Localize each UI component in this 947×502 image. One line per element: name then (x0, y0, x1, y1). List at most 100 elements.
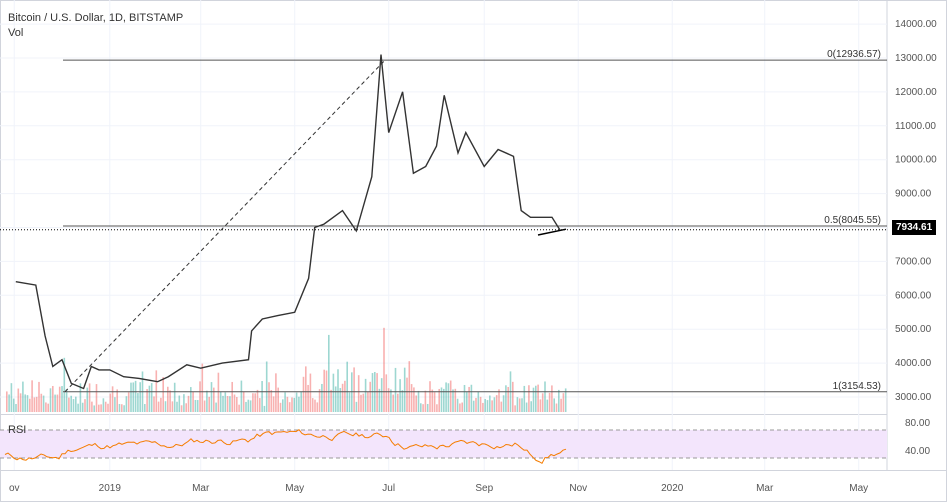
volume-bar (403, 367, 406, 412)
x-tick-label: 2019 (99, 483, 122, 494)
volume-bar (121, 404, 123, 412)
volume-bar (91, 401, 93, 412)
volume-bar (353, 367, 355, 412)
x-tick-label: May (285, 483, 304, 494)
volume-bar (118, 403, 121, 412)
volume-bar (150, 383, 153, 412)
volume-bar (176, 401, 178, 412)
volume-bar (475, 397, 477, 412)
volume-bar (33, 397, 36, 412)
volume-bar (546, 399, 549, 412)
volume-bar (376, 373, 378, 412)
volume-bar (123, 405, 125, 412)
support-trend-line (537, 228, 567, 236)
rsi-line (4, 429, 567, 464)
volume-bar (355, 401, 358, 412)
volume-bar (130, 382, 132, 412)
volume-bar (399, 379, 401, 412)
volume-bar (183, 394, 185, 412)
volume-bar (240, 380, 243, 412)
volume-bar (328, 334, 330, 412)
volume-bar (288, 402, 291, 412)
volume-bar (364, 378, 367, 412)
volume-bar (93, 405, 95, 412)
volume-bar (242, 391, 245, 412)
volume-bar (54, 394, 56, 412)
volume-bar (173, 382, 176, 412)
x-tick-label: Mar (756, 483, 774, 494)
volume-bar (148, 385, 151, 412)
volume-bar (245, 401, 247, 412)
x-tick-label: Jul (382, 483, 395, 494)
volume-bar (45, 402, 47, 412)
volume-bar (341, 383, 344, 412)
volume-bar (562, 393, 565, 412)
volume-bar (431, 389, 434, 412)
volume-bar (544, 381, 546, 412)
volume-bar (224, 392, 227, 412)
volume-bar (162, 377, 164, 412)
volume-bar (139, 382, 141, 412)
volume-bar (134, 380, 137, 412)
volume-bar (482, 402, 484, 412)
volume-bar (95, 384, 98, 412)
volume-bar (10, 383, 13, 412)
volume-bar (279, 402, 282, 412)
volume-bar (217, 372, 220, 412)
volume-bar (31, 380, 33, 412)
volume-bar (261, 381, 263, 412)
volume-bar (397, 393, 399, 412)
volume-bar (443, 388, 445, 412)
volume-bar (433, 392, 436, 412)
volume-bar (330, 389, 332, 412)
volume-bar (495, 395, 498, 412)
y-tick-label: 14000.00 (895, 19, 937, 30)
volume-bar (24, 394, 26, 412)
volume-bar (102, 398, 105, 412)
volume-bar (521, 398, 523, 412)
volume-bar (305, 366, 307, 412)
volume-bar (65, 389, 68, 412)
volume-bar (185, 403, 187, 412)
volume-bar (360, 394, 362, 412)
volume-bar (378, 388, 381, 412)
volume-bar (532, 387, 535, 412)
volume-bar (29, 398, 31, 412)
volume-bar (49, 388, 52, 412)
volume-bar (252, 393, 254, 412)
volume-bar (512, 381, 514, 412)
volume-bar (259, 398, 261, 412)
volume-bar (541, 393, 544, 412)
volume-bar (164, 401, 167, 412)
fib-level-label: 1(3154.53) (833, 381, 881, 392)
volume-bar (429, 381, 431, 412)
volume-bar (293, 397, 296, 412)
volume-bar (190, 387, 192, 412)
volume-bar (8, 394, 10, 412)
volume-bar (438, 388, 440, 412)
volume-bar (537, 384, 539, 412)
volume-bar (137, 393, 139, 412)
volume-bar (219, 391, 222, 412)
volume-bar (222, 395, 224, 412)
volume-bar (309, 373, 312, 412)
volume-bar (484, 398, 486, 412)
volume-bar (334, 386, 337, 412)
volume-bar (539, 399, 542, 412)
volume-bar (282, 399, 284, 412)
volume-bar (454, 388, 457, 412)
volume-bar (72, 399, 75, 412)
volume-bar (61, 386, 63, 412)
volume-bar (298, 396, 300, 412)
volume-bar (348, 392, 351, 412)
x-tick-label: 2020 (661, 483, 684, 494)
volume-bar (362, 393, 365, 412)
volume-bar (302, 376, 305, 412)
x-tick-label: ov (9, 483, 20, 494)
volume-bar (56, 394, 59, 412)
volume-bar (535, 385, 537, 412)
volume-bar (498, 389, 500, 412)
current-price-tag: 7934.61 (892, 220, 937, 235)
volume-bar (493, 397, 496, 412)
